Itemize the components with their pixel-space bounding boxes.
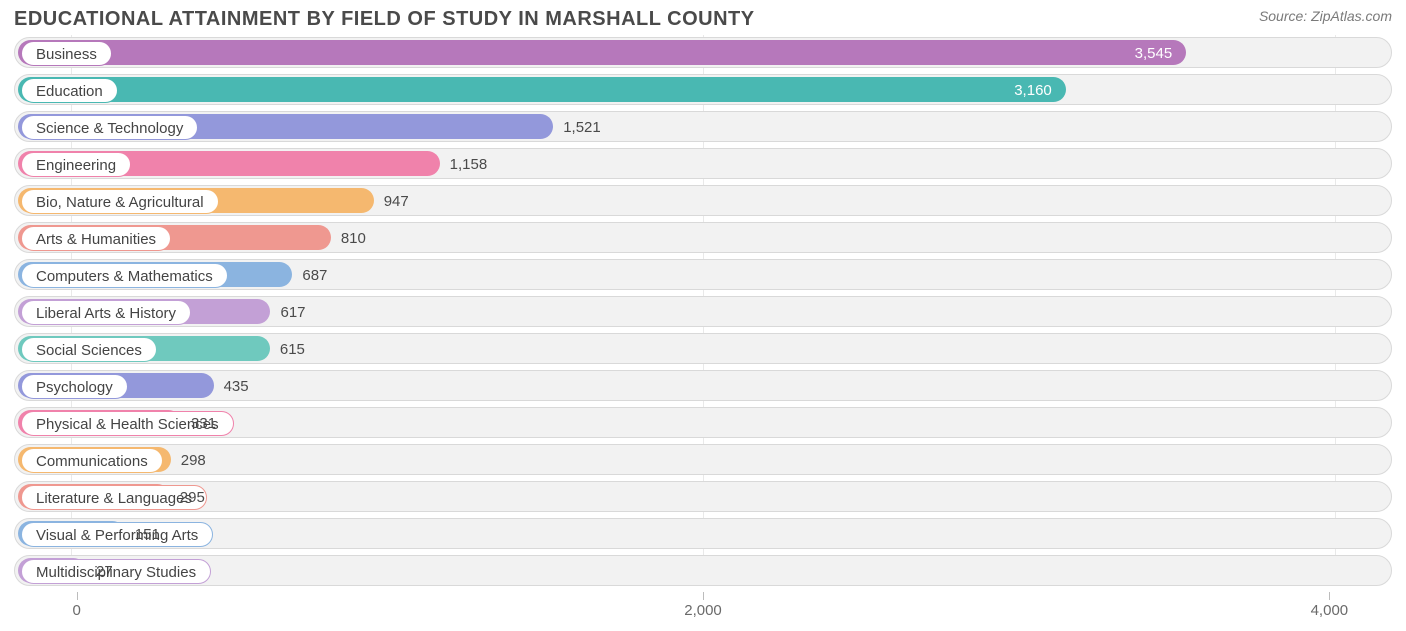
bar-track: Business 3,545 [14,37,1392,68]
chart-header: EDUCATIONAL ATTAINMENT BY FIELD OF STUDY… [8,8,1398,35]
bar-track: Engineering 1,158 [14,148,1392,179]
x-axis: 0 2,000 4,000 [14,592,1392,622]
axis-tick-label: 2,000 [684,602,722,619]
bar-label: Visual & Performing Arts [21,522,213,547]
bar-track: Arts & Humanities 810 [14,222,1392,253]
bar-value: 810 [341,223,366,254]
bar-value: 331 [191,408,216,439]
bar-value: 27 [96,556,113,587]
bar-value: 435 [224,371,249,402]
bar-fill [18,77,1066,102]
bar-track: Science & Technology 1,521 [14,111,1392,142]
bar-track: Psychology 435 [14,370,1392,401]
bar-track: Multidisciplinary Studies27 [14,555,1392,586]
bar-track: Liberal Arts & History 617 [14,296,1392,327]
bar-track: Computers & Mathematics 687 [14,259,1392,290]
bar-value: 295 [180,482,205,513]
bar-fill [18,40,1186,65]
bar-label: Business [21,41,112,66]
axis-tick-label: 4,000 [1311,602,1349,619]
chart-source: Source: ZipAtlas.com [1259,8,1392,24]
bar-track: Visual & Performing Arts151 [14,518,1392,549]
axis-tick [703,592,704,600]
bar-label: Computers & Mathematics [21,263,228,288]
bar-label: Multidisciplinary Studies [21,559,211,584]
plot-area: Business 3,545 Education 3,160 Science & Tec… [8,35,1398,586]
bar-track: Physical & Health Sciences331 [14,407,1392,438]
bar-label: Arts & Humanities [21,226,171,251]
bar-track: Literature & Languages295 [14,481,1392,512]
bar-label: Engineering [21,152,131,177]
bar-value: 3,545 [1135,38,1173,69]
axis-tick-label: 0 [72,602,80,619]
bar-label: Communications [21,448,163,473]
bar-value: 1,521 [563,112,601,143]
chart-title: EDUCATIONAL ATTAINMENT BY FIELD OF STUDY… [14,8,755,31]
bar-label: Bio, Nature & Agricultural [21,189,219,214]
bar-track: Bio, Nature & Agricultural 947 [14,185,1392,216]
bar-value: 298 [181,445,206,476]
bar-label: Social Sciences [21,337,157,362]
bar-label: Science & Technology [21,115,198,140]
axis-tick [77,592,78,600]
bar-value: 947 [384,186,409,217]
bar-value: 615 [280,334,305,365]
bar-track: Social Sciences 615 [14,333,1392,364]
bar-label: Liberal Arts & History [21,300,191,325]
bar-track: Education 3,160 [14,74,1392,105]
bar-value: 617 [280,297,305,328]
bar-track: Communications 298 [14,444,1392,475]
chart: Business 3,545 Education 3,160 Science & Tec… [8,35,1398,622]
bar-value: 3,160 [1014,75,1052,106]
bar-label: Education [21,78,118,103]
bar-value: 151 [135,519,160,550]
axis-tick [1329,592,1330,600]
bar-value: 1,158 [450,149,488,180]
bar-value: 687 [302,260,327,291]
bar-label: Psychology [21,374,128,399]
